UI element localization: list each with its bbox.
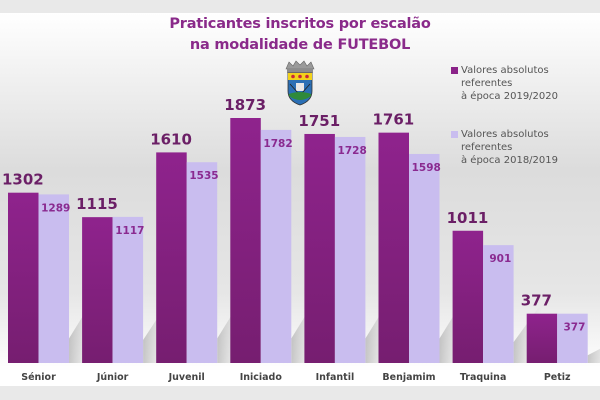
- legend-swatch-2018-2019: [451, 131, 458, 138]
- category-label-juvenil: Juvenil: [168, 372, 205, 383]
- legend-label-2018-2019-line-1: Valores absolutos referentes: [461, 129, 549, 153]
- bar-traquina-2019-2020: [452, 230, 484, 363]
- data-label-infantil-2018-2019: 1728: [338, 145, 367, 157]
- bar-juvenil-2019-2020: [156, 152, 187, 363]
- data-label-iniciado-2018-2019: 1782: [263, 138, 292, 150]
- category-label-benjamim: Benjamim: [382, 372, 435, 383]
- bar-junior-2018-2019: [112, 216, 144, 363]
- bar-petiz-2018-2019: [557, 313, 588, 363]
- data-label-juvenil-2019-2020: 1610: [150, 130, 192, 148]
- data-label-senior-2018-2019: 1289: [41, 202, 70, 214]
- bar-senior-2019-2020: [8, 192, 39, 363]
- legend-item-2019-2020: Valores absolutos referentes à época 201…: [451, 64, 600, 103]
- category-label-infantil: Infantil: [316, 372, 355, 383]
- legend-item-2018-2019: Valores absolutos referentes à época 201…: [451, 128, 600, 167]
- data-label-junior-2018-2019: 1117: [115, 225, 144, 237]
- labels-group: 1302 1289 Sénior 1115 1117 Júnior 1610 1535 Juve…: [2, 96, 585, 383]
- data-label-benjamim-2018-2019: 1598: [412, 162, 441, 174]
- chart-title-line-2: na modalidade de FUTEBOL: [189, 37, 411, 53]
- bar-benjamim-2019-2020: [378, 132, 409, 363]
- chart-legend: Valores absolutos referentes à época 201…: [451, 64, 600, 167]
- category-label-iniciado: Iniciado: [240, 372, 283, 383]
- category-label-senior: Sénior: [21, 372, 56, 383]
- category-label-junior: Júnior: [96, 372, 129, 383]
- data-label-senior-2019-2020: 1302: [2, 171, 44, 189]
- legend-label-2018-2019-line-2: à época 2018/2019: [461, 155, 558, 166]
- bar-iniciado-2018-2019: [260, 129, 292, 363]
- bar-iniciado-2019-2020: [230, 118, 261, 363]
- category-label-traquina: Traquina: [460, 372, 507, 383]
- legend-label-2019-2020-line-1: Valores absolutos referentes: [461, 65, 549, 89]
- chart-title-line-1: Praticantes inscritos por escalão: [169, 16, 431, 32]
- category-label-petiz: Petiz: [544, 372, 571, 383]
- data-label-junior-2019-2020: 1115: [76, 195, 118, 213]
- data-label-traquina-2019-2020: 1011: [447, 209, 489, 227]
- bar-infantil-2019-2020: [304, 133, 335, 363]
- bar-shadow-petiz: [587, 348, 600, 363]
- bars-group: [8, 118, 588, 363]
- data-label-juvenil-2018-2019: 1535: [189, 170, 218, 182]
- data-label-iniciado-2019-2020: 1873: [224, 96, 266, 114]
- legend-swatch-2019-2020: [451, 67, 458, 74]
- bar-junior-2019-2020: [82, 217, 113, 363]
- bar-senior-2018-2019: [38, 194, 69, 363]
- data-label-infantil-2019-2020: 1751: [298, 112, 340, 130]
- coat-of-arms-icon: [285, 60, 315, 106]
- bar-juvenil-2018-2019: [186, 162, 218, 363]
- bar-traquina-2018-2019: [483, 245, 514, 363]
- data-label-benjamim-2019-2020: 1761: [373, 111, 415, 129]
- bar-infantil-2018-2019: [334, 136, 366, 363]
- data-label-traquina-2018-2019: 901: [489, 253, 511, 265]
- bar-benjamim-2018-2019: [409, 153, 440, 363]
- chart-title: Praticantes inscritos por escalão na mod…: [150, 14, 450, 56]
- legend-label-2019-2020-line-2: à época 2019/2020: [461, 91, 558, 102]
- data-label-petiz-2019-2020: 377: [521, 292, 552, 310]
- data-label-petiz-2018-2019: 377: [563, 322, 585, 334]
- bar-petiz-2019-2020: [526, 313, 558, 363]
